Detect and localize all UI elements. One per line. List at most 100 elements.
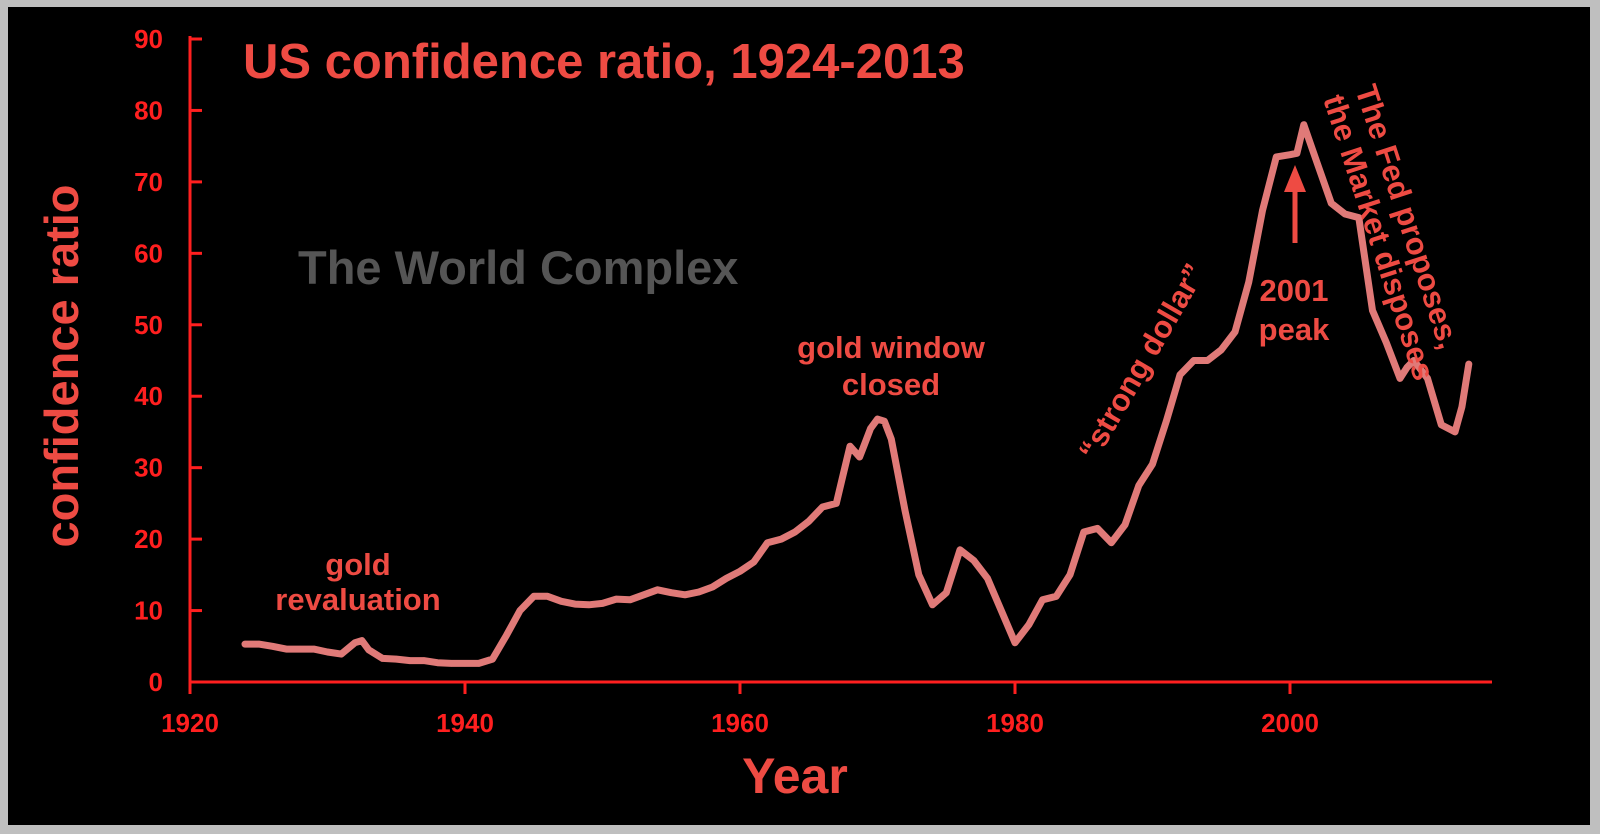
data-point [1328,200,1335,207]
y-axis-label: confidence ratio [35,184,88,547]
data-point [1424,375,1431,382]
axes [188,36,1492,684]
data-point [503,632,510,639]
data-point [791,528,799,536]
data-point [1458,403,1466,411]
data-point [839,471,847,478]
data-point [640,591,647,598]
annotation-peak-line1: 2001 [1260,273,1329,308]
data-point [1231,328,1239,336]
data-point [1080,528,1088,536]
plot-background [8,7,1590,825]
data-point [1396,375,1404,382]
data-point [365,646,372,654]
data-point [1300,121,1308,128]
data-point [1039,596,1046,603]
data-point [1355,214,1363,221]
data-point [915,571,922,578]
data-point [956,546,964,553]
y-tick-label: 70 [134,167,163,197]
data-point [723,575,730,582]
data-point [1094,525,1101,532]
x-tick-label: 1920 [161,708,219,738]
data-point [310,645,317,653]
data-point [338,650,345,658]
y-tick-label: 20 [134,524,163,554]
data-points [241,121,1473,667]
data-point [1204,357,1211,364]
data-point [1218,346,1225,353]
data-point [269,643,276,650]
annotation-peak-line2: peak [1259,312,1330,347]
y-tick-label: 30 [134,453,163,483]
data-point [819,503,826,511]
data-point [1314,160,1321,168]
data-point [1135,482,1143,489]
y-tick-label: 50 [134,310,163,340]
data-point [516,607,524,614]
data-point [1369,307,1376,314]
y-tick-label: 60 [134,238,163,268]
annotation-gold-revaluation-line2: revaluation [275,582,440,617]
data-point [764,539,771,546]
data-point [1410,357,1418,364]
data-point [681,591,689,598]
data-point [1293,150,1301,157]
data-point [654,586,661,593]
data-point [1163,418,1170,425]
data-point [434,659,441,666]
data-point [358,637,366,644]
y-tick-label: 10 [134,596,163,626]
data-point [1108,539,1115,546]
x-tick-label: 1980 [986,708,1044,738]
data-point [544,593,551,600]
data-point [283,645,290,653]
data-point [461,660,469,667]
data-point [1176,371,1184,378]
data-point [867,425,874,432]
data-point [805,518,812,525]
y-tick-label: 90 [134,24,163,54]
data-point [475,660,482,667]
data-point [750,558,757,566]
y-tick-label: 40 [134,381,163,411]
data-point [1273,153,1280,161]
data-point [709,583,716,591]
data-point [1286,151,1294,158]
data-point [856,453,863,461]
chart-title: US confidence ratio, 1924-2013 [243,35,965,89]
data-point [255,640,262,648]
data-point [874,415,881,423]
data-point [599,600,606,607]
data-point [1190,357,1198,364]
data-point [888,435,895,443]
data-point [489,655,496,663]
data-point [1451,428,1459,436]
data-point [1438,421,1445,428]
data-point [1403,364,1411,371]
x-tick-label: 1940 [436,708,494,738]
data-point [626,596,634,603]
y-tick-label: 80 [134,95,163,125]
data-point [901,507,909,514]
data-point [668,589,675,596]
data-point [929,601,936,608]
x-tick-label: 1960 [711,708,769,738]
annotation-gold-revaluation-line1: gold [325,547,390,582]
data-point [860,443,867,450]
data-point [296,645,304,653]
data-point [881,418,888,425]
data-point [695,588,702,596]
data-point [241,640,249,648]
data-point [1341,210,1349,218]
data-point [351,639,359,646]
data-point [1465,360,1473,368]
data-point [393,655,400,663]
x-axis-label: Year [742,748,848,804]
data-point [406,657,414,664]
annotation-gold-window-line2: closed [842,367,940,402]
data-point [324,648,331,656]
data-point [1121,521,1129,528]
data-point [585,601,592,608]
data-point [778,535,785,543]
